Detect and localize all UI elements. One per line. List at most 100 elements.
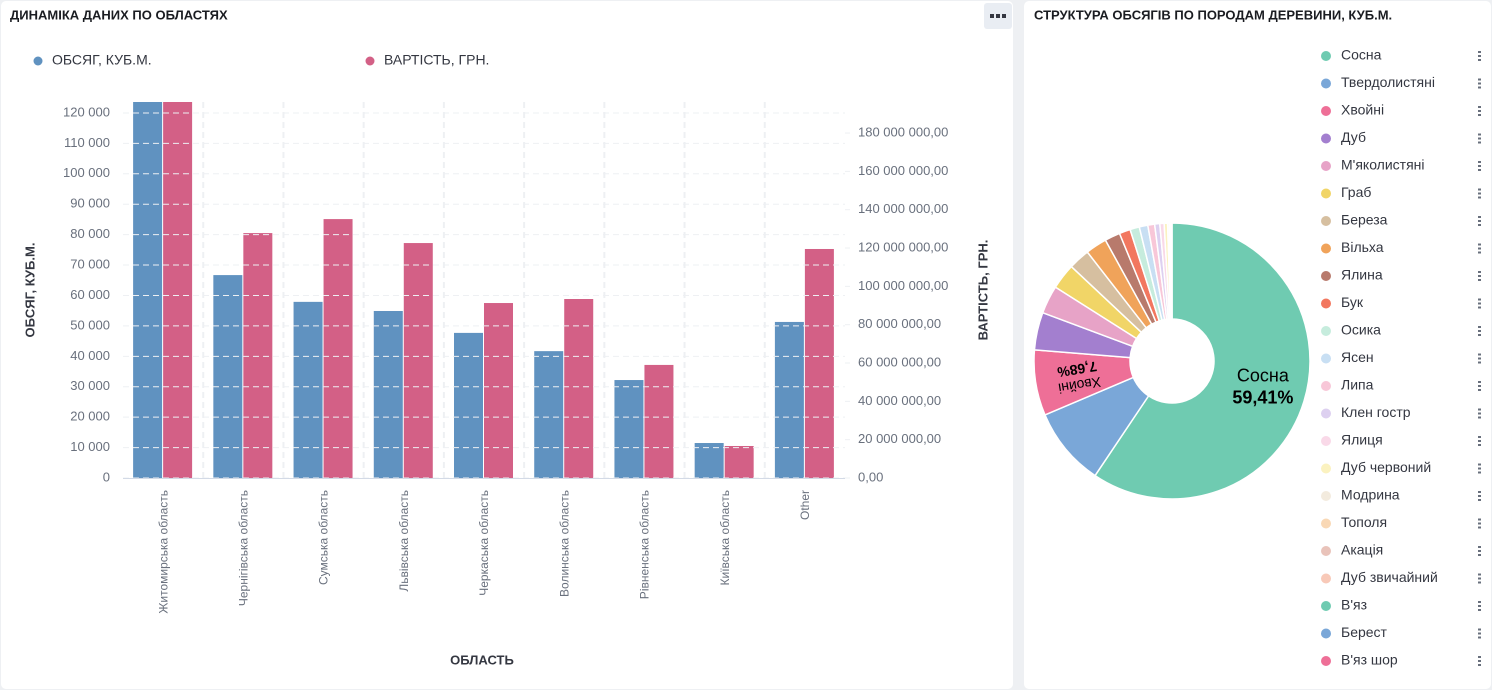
legend-options-dot xyxy=(1478,522,1481,525)
legend-label: Тополя xyxy=(1341,514,1387,530)
legend-options-dot xyxy=(1478,55,1481,57)
legend-options[interactable] xyxy=(1478,518,1481,529)
menu-dots xyxy=(990,14,1006,18)
y-tick-label: 120 000 xyxy=(63,104,110,119)
legend-options-dot xyxy=(1478,554,1481,556)
x-axis-title: ОБЛАСТЬ xyxy=(450,652,514,667)
legend-options-dot xyxy=(1478,381,1481,383)
legend-swatch xyxy=(33,56,43,66)
legend-swatch xyxy=(1321,353,1331,364)
slice-label-name: Хвойні xyxy=(1057,374,1102,397)
legend-options-dot xyxy=(1478,577,1481,580)
y-tick-label: 80 000 xyxy=(70,226,110,241)
x-tick-label: Житомирська область xyxy=(156,490,170,614)
legend-options-dot xyxy=(1478,463,1481,466)
legend-options[interactable] xyxy=(1478,656,1481,666)
bar xyxy=(774,321,804,478)
x-tick-label: Чернігівська область xyxy=(237,490,251,606)
legend-options[interactable] xyxy=(1478,298,1481,309)
y2-tick-label: 140 000 000,00 xyxy=(858,201,948,216)
bar xyxy=(133,102,163,478)
bar xyxy=(323,219,353,478)
legend-options[interactable] xyxy=(1478,463,1481,474)
legend-options[interactable] xyxy=(1478,161,1481,171)
legend-options-dot xyxy=(1478,518,1481,521)
x-tick-label: Рівненська область xyxy=(638,490,652,599)
y2-tick-label: 160 000 000,00 xyxy=(858,163,948,178)
legend-options-dot xyxy=(1478,220,1481,222)
legend-options[interactable] xyxy=(1478,78,1481,89)
legend-options[interactable] xyxy=(1478,243,1481,254)
legend-swatch xyxy=(1321,436,1331,446)
legend-options-dot xyxy=(1478,330,1481,332)
legend-options-dot xyxy=(1478,216,1481,218)
legend-options-dot xyxy=(1478,114,1481,116)
legend-options[interactable] xyxy=(1478,188,1481,199)
legend-label: Ялиця xyxy=(1341,432,1383,448)
legend-options[interactable] xyxy=(1478,408,1481,419)
legend-options-dot xyxy=(1478,106,1481,108)
y-tick-label: 30 000 xyxy=(70,378,110,393)
legend-swatch xyxy=(1321,463,1331,474)
legend-options[interactable] xyxy=(1478,353,1481,364)
legend-options[interactable] xyxy=(1478,133,1481,144)
legend-options-dot xyxy=(1478,467,1481,470)
legend-label: Хвойні xyxy=(1341,102,1384,118)
x-tick-label: Львівська область xyxy=(397,490,411,592)
legend-label: В'яз xyxy=(1341,597,1367,613)
legend-options[interactable] xyxy=(1478,216,1481,226)
y2-tick-label: 120 000 000,00 xyxy=(858,239,948,254)
bar xyxy=(213,275,243,478)
legend-swatch xyxy=(365,56,375,66)
bar xyxy=(373,310,403,478)
x-tick-label: Сумська область xyxy=(317,490,331,585)
legend-options-dot xyxy=(1478,82,1481,85)
legend-options[interactable] xyxy=(1478,436,1481,446)
legend-options-dot xyxy=(1478,161,1481,163)
legend-swatch xyxy=(1321,491,1331,501)
legend-options-dot xyxy=(1478,656,1481,658)
legend-label: М'яколистяні xyxy=(1341,157,1425,173)
legend-label: Осика xyxy=(1341,322,1381,338)
x-tick-label: Волинська область xyxy=(557,490,571,597)
legend-swatch xyxy=(1321,518,1331,529)
legend-options[interactable] xyxy=(1478,601,1481,611)
legend-options-dot xyxy=(1478,224,1481,226)
chart-title: ДИНАМІКА ДАНИХ ПО ОБЛАСТЯХ xyxy=(10,7,228,22)
legend-label: ОБСЯГ, КУБ.М. xyxy=(52,52,152,68)
legend-options[interactable] xyxy=(1478,106,1481,116)
legend-swatch xyxy=(1321,216,1331,226)
legend-options[interactable] xyxy=(1478,491,1481,501)
legend-options-dot xyxy=(1478,334,1481,336)
legend-options-dot xyxy=(1478,141,1481,144)
legend-options-dot xyxy=(1478,361,1481,364)
legend-options-dot xyxy=(1478,165,1481,167)
legend-label: Акація xyxy=(1341,542,1383,558)
legend-options[interactable] xyxy=(1478,628,1481,639)
legend-options[interactable] xyxy=(1478,573,1481,584)
y-tick-label: 20 000 xyxy=(70,409,110,424)
legend-options[interactable] xyxy=(1478,51,1481,61)
legend-options-dot xyxy=(1478,412,1481,415)
legend-options-dot xyxy=(1478,471,1481,474)
legend-options[interactable] xyxy=(1478,381,1481,391)
bar xyxy=(564,299,594,478)
legend-options-dot xyxy=(1478,251,1481,254)
legend-options[interactable] xyxy=(1478,326,1481,336)
y-tick-label: 50 000 xyxy=(70,317,110,332)
legend-options-dot xyxy=(1478,389,1481,391)
legend-options[interactable] xyxy=(1478,271,1481,281)
bar xyxy=(484,303,513,478)
y2-tick-label: 20 000 000,00 xyxy=(858,431,941,446)
pie-slice xyxy=(1094,222,1311,500)
legend-options-dot xyxy=(1478,169,1481,171)
legend-options-dot xyxy=(1478,408,1481,411)
bar xyxy=(804,248,834,478)
legend-options-dot xyxy=(1478,550,1481,552)
legend-options-dot xyxy=(1478,271,1481,273)
legend-options[interactable] xyxy=(1478,546,1481,556)
y2-tick-label: 60 000 000,00 xyxy=(858,354,941,369)
legend-options-dot xyxy=(1478,440,1481,442)
